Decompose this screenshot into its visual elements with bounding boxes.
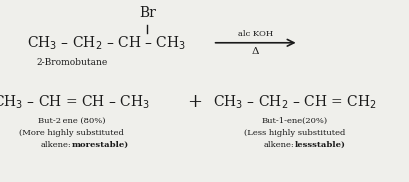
Text: CH$_3$ – CH = CH – CH$_3$: CH$_3$ – CH = CH – CH$_3$ [0,93,150,111]
Text: But-2 ene (80%): But-2 ene (80%) [38,117,106,125]
Text: (More highly substituted: (More highly substituted [19,129,124,137]
Text: CH$_3$ – CH$_2$ – CH – CH$_3$: CH$_3$ – CH$_2$ – CH – CH$_3$ [27,35,186,52]
Text: alc KOH: alc KOH [238,30,273,38]
Text: But-1-ene(20%): But-1-ene(20%) [261,117,328,125]
Text: Δ: Δ [252,47,259,56]
Text: Br: Br [139,6,156,20]
Text: lessstable): lessstable) [294,141,345,149]
Text: (Less highly substituted: (Less highly substituted [244,129,345,137]
Text: alkene:: alkene: [41,141,72,149]
Text: morestable): morestable) [72,141,129,149]
Text: alkene:: alkene: [264,141,294,149]
Text: 2-Bromobutane: 2-Bromobutane [36,58,107,67]
Text: CH$_3$ – CH$_2$ – CH = CH$_2$: CH$_3$ – CH$_2$ – CH = CH$_2$ [213,93,376,111]
Text: +: + [187,93,202,111]
